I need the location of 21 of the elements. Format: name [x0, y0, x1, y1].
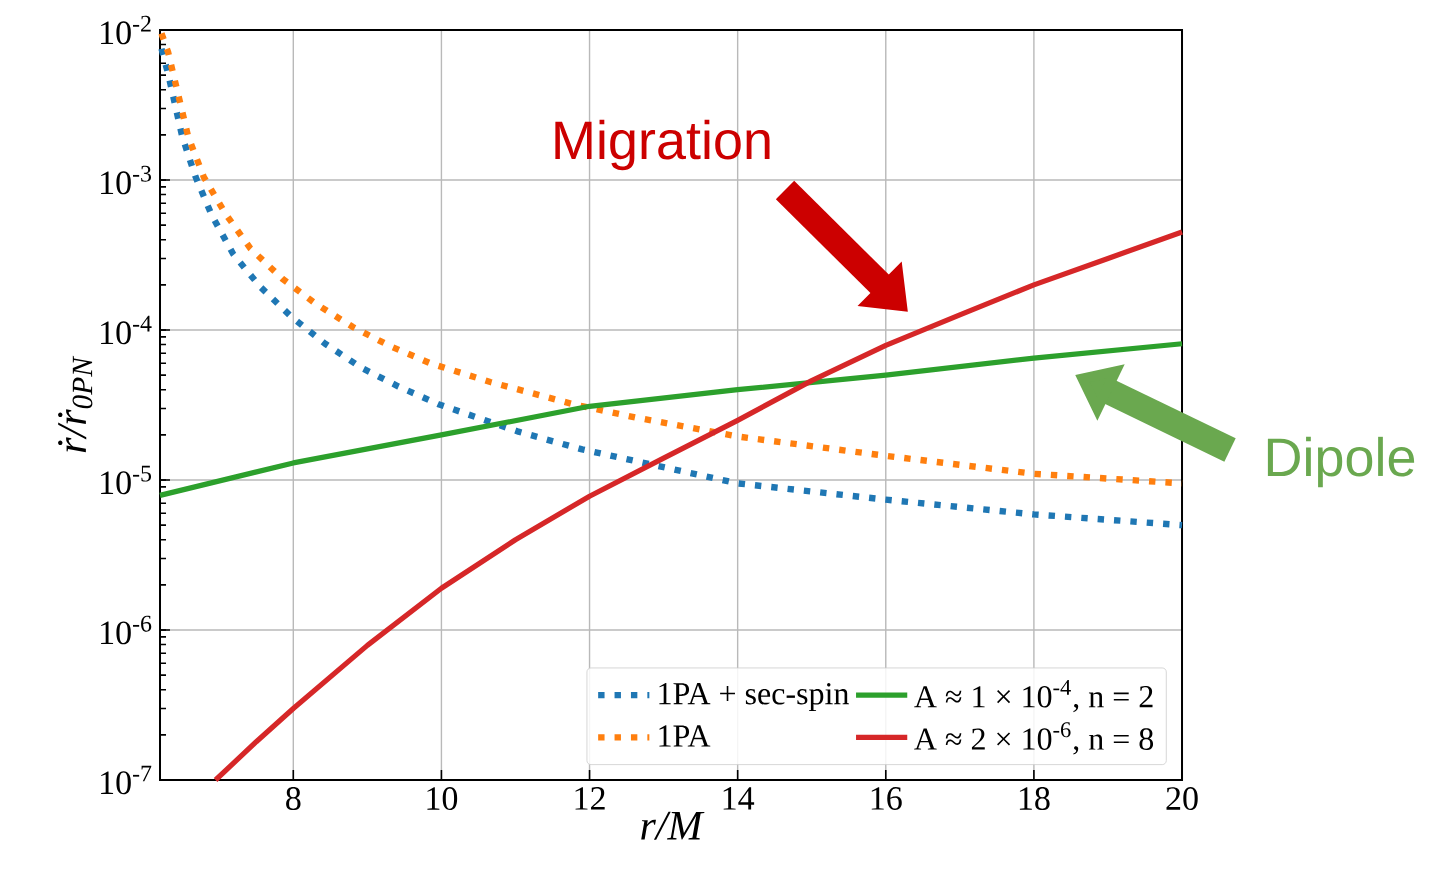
x-tick-label: 12 — [575, 787, 605, 810]
y-tick-label: 10$^{-6}$ — [101, 615, 152, 645]
y-tick-label: 10$^{-2}$ — [101, 15, 151, 45]
annotation: Migration — [555, 119, 770, 171]
y-axis-title: ṙ/ṙ$_{0PN}$ — [58, 355, 93, 453]
x-tick-label: 16 — [871, 787, 902, 810]
y-tick-label: 10$^{-4}$ — [101, 315, 152, 345]
legend-label: 1PA + sec-spin — [659, 683, 849, 711]
legend-label: A ≈ 1 × 10$^{-4}$, n = 2 — [914, 679, 1153, 713]
x-tick-label: 18 — [1019, 787, 1050, 811]
x-tick-label: 8 — [286, 787, 301, 811]
x-tick-label: 14 — [723, 787, 755, 810]
legend-label: A ≈ 2 × 10$^{-6}$, n = 8 — [914, 722, 1154, 755]
x-tick-label: 10 — [427, 787, 458, 811]
text: Dipole — [1267, 436, 1415, 488]
y-tick-label: 10$^{-7}$ — [101, 765, 152, 795]
y-tick-label: 10$^{-5}$ — [101, 465, 152, 495]
y-tick-label: 10$^{-3}$ — [101, 165, 152, 195]
x-axis-title: r/M — [641, 811, 705, 840]
x-tick-label: 20 — [1166, 787, 1198, 811]
legend-label: 1PA — [659, 725, 711, 747]
